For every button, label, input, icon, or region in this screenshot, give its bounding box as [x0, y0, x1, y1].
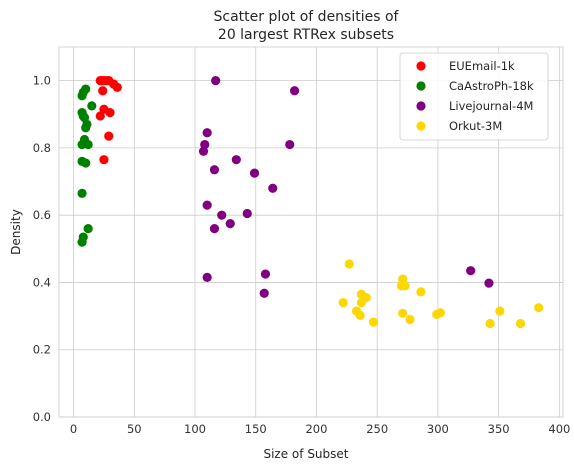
point-orkut-3m	[515, 318, 526, 329]
point-caastroph-18k	[77, 237, 87, 247]
x-tick-label: 350	[488, 422, 510, 436]
x-tick-label: 50	[127, 422, 142, 436]
point-euemail-1k	[98, 86, 108, 96]
point-livejournal-4m	[211, 76, 221, 86]
legend-label-caastroph-18k: CaAstroPh-18k	[449, 79, 534, 93]
point-orkut-3m	[344, 259, 354, 269]
legend-items: EUEmail-1k CaAstroPh-18k Livejournal-4M Ork…	[416, 59, 534, 133]
legend-marker-orkut-3m	[416, 121, 426, 131]
point-livejournal-4m	[242, 208, 252, 219]
point-livejournal-4m	[290, 86, 300, 96]
point-orkut-3m	[485, 318, 495, 329]
legend-label-orkut-3m: Orkut-3M	[449, 119, 502, 133]
point-caastroph-18k	[81, 84, 91, 94]
point-caastroph-18k	[77, 188, 87, 198]
point-livejournal-4m	[249, 168, 260, 178]
x-axis-label: Size of Subset	[263, 447, 348, 461]
point-livejournal-4m	[198, 146, 209, 156]
point-caastroph-18k	[81, 158, 91, 168]
x-tick-label: 250	[366, 422, 388, 436]
axis-ticks: 0 50 100 150 200 250 300 350 400 0.0 0.2 0.4 0.6 0.8 1…	[33, 74, 571, 436]
point-orkut-3m	[368, 317, 379, 327]
point-orkut-3m	[534, 303, 544, 313]
x-tick-label: 150	[245, 422, 267, 436]
point-orkut-3m	[398, 308, 408, 318]
y-tick-label: 0.6	[33, 208, 51, 222]
x-tick-label: 100	[184, 422, 206, 436]
point-livejournal-4m	[202, 200, 212, 210]
point-livejournal-4m	[209, 165, 220, 175]
point-livejournal-4m	[466, 266, 476, 276]
point-euemail-1k	[95, 111, 105, 121]
point-orkut-3m	[495, 306, 505, 316]
point-caastroph-18k	[87, 101, 97, 111]
x-tick-label: 300	[427, 422, 449, 436]
point-livejournal-4m	[217, 210, 227, 220]
legend-label-livejournal-4m: Livejournal-4M	[449, 99, 533, 113]
point-euemail-1k	[99, 155, 109, 165]
y-tick-label: 1.0	[33, 74, 51, 88]
point-livejournal-4m	[202, 128, 212, 138]
legend-label-euemail-1k: EUEmail-1k	[449, 59, 515, 73]
point-orkut-3m	[400, 281, 410, 291]
x-tick-label: 400	[548, 422, 570, 436]
point-orkut-3m	[355, 310, 365, 321]
point-livejournal-4m	[268, 183, 278, 193]
legend: EUEmail-1k CaAstroPh-18k Livejournal-4M Ork…	[399, 52, 549, 141]
legend-marker-euemail-1k	[416, 61, 426, 71]
point-livejournal-4m	[231, 155, 241, 165]
point-orkut-3m	[338, 298, 348, 308]
legend-marker-caastroph-18k	[416, 81, 426, 91]
y-tick-label: 0.4	[33, 275, 51, 289]
y-axis-label: Density	[9, 209, 23, 255]
point-livejournal-4m	[285, 139, 295, 150]
x-tick-label: 200	[305, 422, 327, 436]
point-livejournal-4m	[209, 224, 220, 234]
point-caastroph-18k	[81, 123, 91, 133]
point-caastroph-18k	[83, 139, 93, 150]
point-livejournal-4m	[260, 269, 271, 279]
legend-marker-livejournal-4m	[416, 101, 426, 111]
point-orkut-3m	[356, 298, 366, 308]
y-tick-label: 0.0	[33, 410, 51, 424]
point-euemail-1k	[104, 131, 114, 141]
legend-box	[399, 52, 549, 141]
point-livejournal-4m	[225, 218, 235, 229]
chart-title-line-1: Scatter plot of densities of	[214, 9, 400, 25]
chart-title-line-2: 20 largest RTRex subsets	[218, 27, 394, 43]
point-orkut-3m	[432, 309, 442, 320]
point-euemail-1k	[105, 107, 115, 118]
data-points	[77, 76, 544, 329]
y-tick-label: 0.2	[33, 343, 51, 357]
point-caastroph-18k	[83, 224, 93, 234]
point-euemail-1k	[112, 82, 122, 92]
plot-frame	[58, 46, 564, 418]
point-livejournal-4m	[259, 288, 269, 298]
point-orkut-3m	[416, 287, 426, 297]
y-tick-label: 0.8	[33, 141, 51, 155]
point-livejournal-4m	[484, 278, 494, 288]
x-tick-label: 0	[70, 422, 77, 436]
point-livejournal-4m	[202, 272, 212, 283]
point-orkut-3m	[405, 314, 415, 325]
